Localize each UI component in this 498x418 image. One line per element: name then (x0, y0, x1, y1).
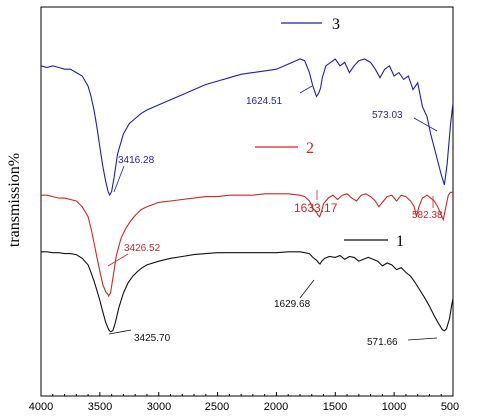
peak-annotation: 3426.52 (107, 243, 161, 267)
leader-line (107, 253, 129, 267)
x-tick-label: 4000 (29, 401, 53, 413)
peak-label: 573.03 (372, 110, 403, 121)
peak-label: 3416.28 (118, 155, 155, 166)
x-tick-label: 3500 (88, 401, 112, 413)
peak-annotation: 1633.17 (294, 190, 338, 215)
legend-entry-2: 2 (255, 140, 314, 157)
series-line-1 (41, 251, 454, 333)
peak-annotation: 3425.70 (108, 329, 171, 344)
x-tick-label: 1000 (382, 401, 406, 413)
peak-annotation: 573.03 (372, 110, 438, 132)
peak-annotation: 1629.68 (274, 279, 315, 310)
peak-label: 1633.17 (294, 201, 338, 215)
peak-label: 582.38 (412, 210, 443, 221)
y-axis-label: transmission% (6, 153, 23, 247)
leader-line (108, 329, 132, 335)
leader-line (407, 337, 438, 341)
leader-line (299, 279, 315, 299)
x-tick-label: 2000 (264, 401, 288, 413)
x-axis-ticks: 4000 3500 3000 2500 2000 1500 1000 500 (29, 401, 459, 413)
leader-line (413, 117, 438, 132)
peak-label: 3426.52 (124, 243, 161, 254)
peak-label: 1629.68 (274, 299, 311, 310)
x-tick-label: 1500 (323, 401, 347, 413)
legend-label-1: 1 (396, 233, 404, 250)
x-tick-marks (40, 392, 454, 396)
plot-frame (40, 6, 454, 397)
peak-label: 3425.70 (134, 333, 171, 344)
peak-annotation: 3416.28 (113, 155, 155, 193)
legend-label-3: 3 (332, 16, 340, 33)
x-tick-label: 500 (441, 401, 459, 413)
series-line-2 (41, 191, 453, 298)
x-tick-label: 3000 (147, 401, 171, 413)
peak-annotation: 1624.51 (246, 85, 313, 107)
legend-entry-3: 3 (281, 16, 340, 33)
legend-label-2: 2 (306, 140, 314, 157)
peak-label: 1624.51 (246, 96, 283, 107)
peak-annotation: 582.38 (412, 196, 443, 221)
series-line-3 (40, 58, 454, 197)
peak-annotation: 571.66 (367, 337, 438, 348)
legend-entry-1: 1 (344, 233, 404, 250)
leader-line (113, 165, 125, 193)
leader-line (299, 85, 313, 94)
x-tick-label: 2500 (205, 401, 229, 413)
peak-label: 571.66 (367, 337, 398, 348)
